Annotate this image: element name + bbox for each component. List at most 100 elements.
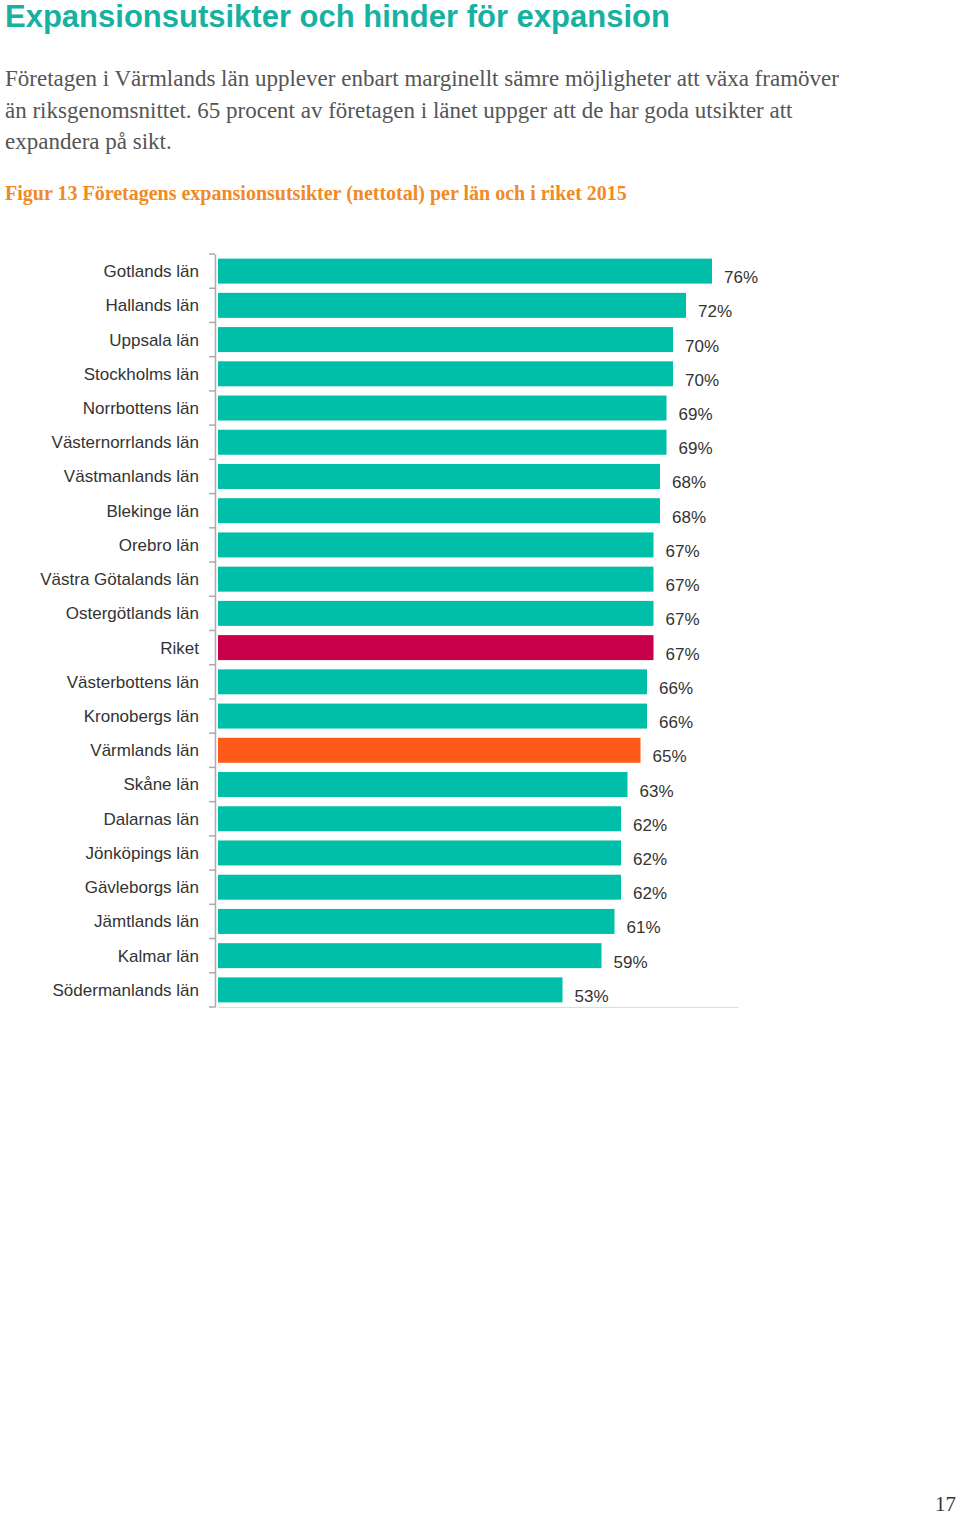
data-label: 67%	[666, 645, 700, 664]
separator-tick	[209, 767, 215, 769]
separator-tick	[209, 493, 215, 495]
y-tick-label: Jämtlands län	[94, 912, 199, 931]
data-label: 69%	[679, 439, 713, 458]
bar	[218, 977, 563, 1002]
y-axis: Gotlands län Hallands län Uppsala län Stock…	[40, 255, 215, 1008]
data-label: 70%	[685, 337, 719, 356]
y-tick-label: Kalmar län	[118, 947, 199, 966]
bar	[218, 293, 686, 318]
y-tick-label: Blekinge län	[106, 502, 199, 521]
heading: Expansionsutsikter och hinder för expans…	[5, 0, 670, 34]
data-label: 62%	[633, 816, 667, 835]
x-axis	[219, 1007, 739, 1008]
y-tick: Västmanlands län	[64, 467, 215, 486]
data-label: 59%	[614, 953, 648, 972]
data-label: 62%	[633, 884, 667, 903]
y-tick: Södermanlands län	[53, 981, 215, 1000]
y-tick: Skåne län	[123, 775, 215, 794]
data-labels: 76%72%70%70%69%69%68%68%67%67%67%67%66%6…	[575, 268, 759, 1006]
data-label: 70%	[685, 371, 719, 390]
separator-tick	[209, 869, 215, 871]
separator-tick	[209, 732, 215, 734]
y-tick: Stockholms län	[84, 365, 215, 384]
separator-tick	[209, 287, 215, 289]
separator-tick	[209, 972, 215, 974]
bar	[218, 601, 654, 626]
bar	[218, 840, 621, 865]
bar	[218, 875, 621, 900]
data-label: 65%	[653, 747, 687, 766]
bar	[218, 259, 712, 284]
separator-tick	[209, 904, 215, 906]
bar	[218, 909, 615, 934]
y-tick-label: Norrbottens län	[83, 399, 199, 418]
bar	[218, 806, 621, 831]
y-tick-label: Skåne län	[123, 775, 199, 794]
bar	[218, 532, 654, 557]
separator-tick	[209, 630, 215, 632]
y-tick: Gotlands län	[104, 262, 215, 281]
y-tick-label: Västra Götalands län	[40, 570, 199, 589]
data-label: 67%	[666, 576, 700, 595]
y-tick-label: Riket	[160, 639, 199, 658]
separator-tick	[209, 356, 215, 358]
y-tick: Värmlands län	[90, 741, 215, 760]
separator-tick	[209, 596, 215, 598]
paragraph-line: expandera på sikt.	[5, 129, 172, 154]
separator-tick	[209, 322, 215, 324]
separator-tick	[209, 424, 215, 426]
bar	[218, 738, 641, 763]
chart-title: Figur 13 Företagens expansionsutsikter (…	[5, 182, 627, 205]
separator-tick	[209, 459, 215, 461]
page-number: 17	[935, 1492, 956, 1516]
bar	[218, 635, 654, 660]
y-tick-label: Uppsala län	[109, 331, 199, 350]
y-tick: Norrbottens län	[83, 399, 215, 418]
y-tick: Västernorrlands län	[52, 433, 215, 452]
y-tick: Riket	[160, 639, 215, 658]
bar	[218, 943, 602, 968]
y-tick: Västerbottens län	[67, 673, 215, 692]
data-label: 67%	[666, 610, 700, 629]
y-tick-label: Västernorrlands län	[52, 433, 199, 452]
y-tick: Kalmar län	[118, 947, 215, 966]
paragraph-line: än riksgenomsnittet. 65 procent av föret…	[5, 98, 793, 123]
y-tick: Västra Götalands län	[40, 570, 215, 589]
bars	[218, 259, 712, 1003]
bar	[218, 430, 667, 455]
separator-tick	[209, 527, 215, 529]
data-label: 66%	[659, 713, 693, 732]
y-tick-label: Gotlands län	[104, 262, 199, 281]
y-tick-label: Ostergötlands län	[66, 604, 199, 623]
bar	[218, 498, 660, 523]
page: Expansionsutsikter och hinder för expans…	[0, 0, 960, 1516]
y-tick: Hallands län	[105, 296, 215, 315]
x-axis-line	[219, 1007, 739, 1008]
y-tick-label: Västmanlands län	[64, 467, 199, 486]
bar	[218, 704, 647, 729]
y-tick-label: Hallands län	[105, 296, 199, 315]
y-tick-label: Värmlands län	[90, 741, 199, 760]
paragraph-line: Företagen i Värmlands län upplever enbar…	[5, 66, 839, 91]
data-label: 53%	[575, 987, 609, 1006]
data-label: 68%	[672, 473, 706, 492]
bar	[218, 772, 628, 797]
data-label: 66%	[659, 679, 693, 698]
data-label: 76%	[724, 268, 758, 287]
separator-tick	[209, 561, 215, 563]
y-tick: Ostergötlands län	[66, 604, 215, 623]
y-tick: Jämtlands län	[94, 912, 215, 931]
data-label: 62%	[633, 850, 667, 869]
data-label: 67%	[666, 542, 700, 561]
separator-tick	[209, 1006, 215, 1008]
y-tick-label: Dalarnas län	[104, 810, 199, 829]
bar	[218, 361, 673, 386]
y-tick-label: Orebro län	[119, 536, 199, 555]
y-tick-label: Gävleborgs län	[85, 878, 199, 897]
category-separators	[209, 254, 215, 1007]
bar	[218, 669, 647, 694]
y-tick: Kronobergs län	[84, 707, 215, 726]
y-tick: Uppsala län	[109, 331, 215, 350]
y-tick: Dalarnas län	[104, 810, 215, 829]
bar	[218, 327, 673, 352]
